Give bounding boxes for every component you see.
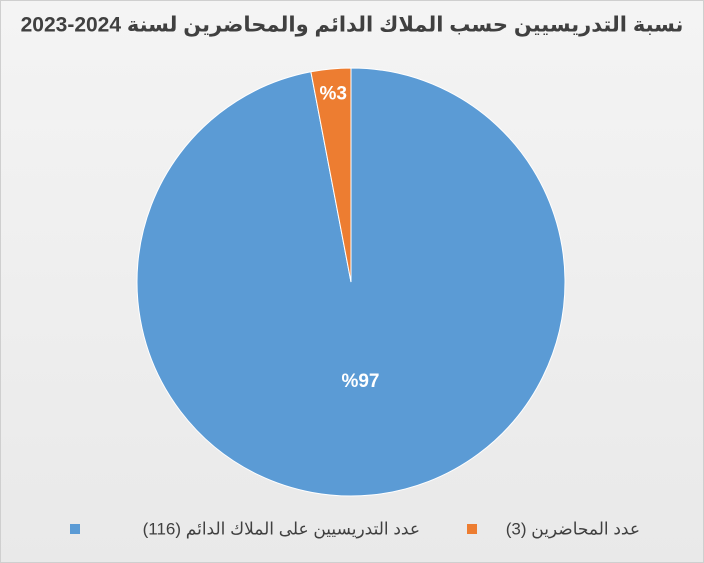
legend: عدد التدريسيين على الملاك الدائم (116) عد… <box>70 519 640 539</box>
data-label: %97 <box>341 371 379 392</box>
chart-title: نسبة التدريسيين حسب الملاك الدائم والمحا… <box>21 14 684 37</box>
data-label: %3 <box>320 84 347 105</box>
legend-label: عدد التدريسيين على الملاك الدائم (116) <box>143 519 420 539</box>
pie-slice <box>310 67 352 283</box>
legend-marker <box>70 524 80 534</box>
legend-marker <box>467 524 477 534</box>
legend-label: عدد المحاضرين (3) <box>506 519 640 538</box>
plot: %97 %3 <box>136 67 566 497</box>
